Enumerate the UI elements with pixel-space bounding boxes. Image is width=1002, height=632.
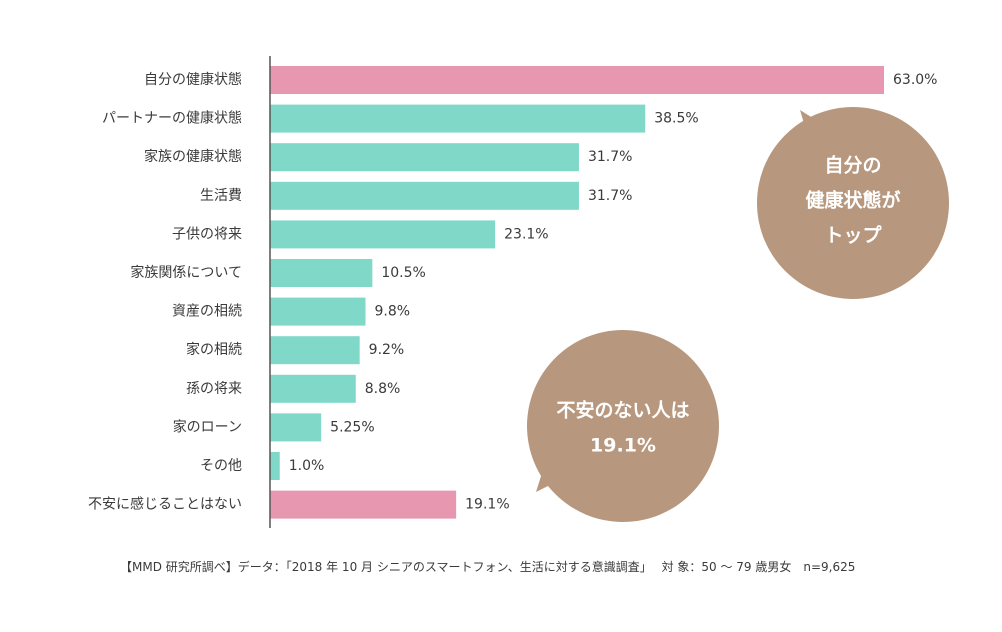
category-label: 生活費 [200,188,242,204]
callout-text: トップ [824,224,882,247]
bar [270,66,884,94]
category-label: その他 [200,458,242,474]
data-label: 10.5% [381,265,425,281]
bar [270,104,646,133]
category-label: 家族関係について [130,264,242,281]
data-label: 9.2% [369,342,405,358]
category-label: 孫の将来 [186,381,242,397]
bar [270,143,579,172]
category-label: 不安に感じることはない [88,496,242,513]
data-label: 31.7% [588,188,632,204]
category-label: 家の相続 [186,341,242,358]
data-label: 38.5% [654,111,698,127]
bar [270,259,373,287]
callout-text: 19.1% [590,435,656,457]
callout-bubble [527,330,719,522]
bar [270,413,322,442]
data-label: 23.1% [504,226,548,242]
bar [270,490,457,519]
callout-bubble [757,107,949,299]
category-label: 資産の相続 [172,303,242,320]
callout-text: 自分の [824,154,881,177]
callout-text: 健康状態が [805,189,900,212]
bar [270,336,360,365]
source-note: 【MMD 研究所調べ】データ：「2018 年 10 月 シニアのスマートフォン、… [120,560,856,574]
bar [270,452,280,480]
data-label: 5.25% [330,419,374,435]
category-label: 子供の将来 [172,226,242,242]
data-label: 19.1% [465,497,509,513]
category-label: パートナーの健康状態 [102,110,242,127]
bar [270,181,579,210]
category-label: 家族の健康状態 [144,148,242,165]
data-label: 63.0% [893,72,937,88]
bar [270,220,496,249]
category-label: 自分の健康状態 [144,71,242,88]
data-label: 9.8% [375,304,411,320]
bar [270,374,356,403]
data-label: 31.7% [588,149,632,165]
data-label: 8.8% [365,381,401,397]
data-label: 1.0% [289,458,325,474]
callout-text: 不安のない人は [556,399,689,422]
category-label: 家のローン [173,418,242,435]
bar [270,297,366,326]
